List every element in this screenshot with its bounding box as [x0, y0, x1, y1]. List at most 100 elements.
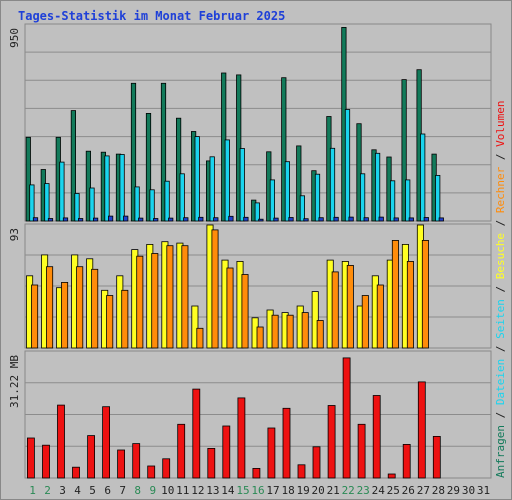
bar-rechner-day-19 — [301, 312, 309, 349]
bar-rechner-day-3 — [61, 281, 69, 349]
bar-seiten-day-14 — [228, 215, 234, 222]
bar-seiten-day-20 — [318, 217, 324, 222]
bar-seiten-day-13 — [213, 217, 219, 222]
bar-volumen-day-21 — [327, 405, 336, 479]
day-label-3: 3 — [59, 484, 66, 497]
bar-seiten-day-12 — [198, 216, 204, 222]
bar-volumen-day-26 — [402, 443, 411, 479]
bar-dateien-day-24 — [374, 152, 381, 222]
bar-dateien-day-26 — [405, 179, 411, 222]
legend-rechner: Rechner — [494, 166, 507, 219]
visits-y-max-label: 93 — [8, 228, 21, 241]
day-label-29: 29 — [447, 484, 460, 497]
legend-besuche: Besuche — [494, 233, 507, 286]
panel-volume: 31.22 MB — [8, 350, 492, 479]
bar-anfragen-day-9 — [145, 113, 152, 222]
bar-rechner-day-18 — [286, 314, 294, 349]
bar-rechner-day-9 — [151, 253, 159, 349]
bar-rechner-day-25 — [391, 239, 399, 349]
bar-rechner-day-2 — [46, 266, 54, 349]
bar-anfragen-day-8 — [130, 82, 137, 222]
bar-anfragen-day-23 — [356, 123, 362, 222]
day-label-16: 16 — [251, 484, 264, 497]
bar-rechner-day-7 — [121, 289, 129, 349]
legend-separator: / — [494, 346, 507, 359]
legend-separator: / — [494, 153, 507, 166]
bar-volumen-day-18 — [282, 407, 291, 479]
bar-volumen-day-28 — [432, 435, 441, 479]
day-label-7: 7 — [119, 484, 126, 497]
bar-volumen-day-7 — [117, 449, 125, 479]
bar-dateien-day-17 — [269, 179, 276, 222]
bar-besuche-day-20 — [311, 291, 319, 349]
bar-volumen-day-2 — [42, 444, 50, 479]
bar-rechner-day-15 — [241, 274, 249, 349]
legend-separator: / — [494, 412, 507, 425]
bar-seiten-day-9 — [153, 218, 159, 222]
day-label-30: 30 — [462, 484, 475, 497]
bar-seiten-day-2 — [47, 218, 54, 222]
bar-dateien-day-11 — [179, 173, 185, 222]
bar-anfragen-day-5 — [85, 150, 91, 222]
panel-visits: 93 — [8, 223, 492, 349]
day-label-4: 4 — [74, 484, 81, 497]
day-label-11: 11 — [176, 484, 189, 497]
bar-seiten-day-19 — [303, 218, 309, 222]
bar-dateien-day-23 — [359, 173, 366, 222]
day-label-18: 18 — [281, 484, 294, 497]
bar-rechner-day-22 — [346, 264, 354, 349]
bar-dateien-day-21 — [329, 147, 336, 222]
bar-dateien-day-16 — [254, 202, 260, 222]
bar-volumen-day-12 — [192, 388, 201, 479]
bar-volumen-day-8 — [132, 443, 141, 479]
bar-seiten-day-22 — [348, 216, 354, 222]
bar-volumen-day-11 — [177, 423, 186, 479]
bar-seiten-day-1 — [32, 217, 39, 222]
bar-volumen-day-10 — [162, 458, 171, 479]
bar-volumen-day-9 — [147, 465, 156, 479]
bar-seiten-day-15 — [243, 216, 249, 222]
bar-volumen-day-14 — [222, 425, 231, 479]
bar-volumen-day-6 — [102, 406, 110, 479]
chart-title: Tages-Statistik im Monat Februar 2025 — [18, 9, 285, 23]
day-label-25: 25 — [387, 484, 400, 497]
bar-seiten-day-18 — [288, 217, 294, 222]
volume-y-max-label: 31.22 MB — [8, 355, 21, 408]
bar-dateien-day-19 — [299, 195, 306, 222]
panel-hits: 950 — [8, 23, 492, 222]
day-label-10: 10 — [161, 484, 174, 497]
bar-dateien-day-4 — [74, 193, 80, 222]
right-series-legend: Anfragen / Dateien / Seiten / Besuche / … — [494, 100, 507, 478]
bar-dateien-day-13 — [209, 156, 215, 222]
bar-seiten-day-23 — [363, 217, 369, 222]
day-label-28: 28 — [432, 484, 445, 497]
bar-dateien-day-5 — [89, 187, 95, 222]
bar-dateien-day-28 — [435, 174, 441, 222]
bar-rechner-day-21 — [331, 271, 339, 349]
bar-rechner-day-5 — [91, 268, 99, 349]
bar-volumen-day-17 — [267, 427, 276, 479]
bar-dateien-day-9 — [149, 189, 155, 222]
legend-separator: / — [494, 220, 507, 233]
legend-volumen: Volumen — [494, 100, 507, 153]
bar-volumen-day-3 — [57, 404, 65, 479]
bar-seiten-day-5 — [93, 217, 99, 222]
bar-dateien-day-6 — [104, 155, 110, 222]
bar-dateien-day-15 — [239, 148, 245, 222]
bar-dateien-day-1 — [29, 184, 35, 222]
bar-seiten-day-11 — [183, 217, 189, 222]
bar-rechner-day-8 — [136, 255, 144, 349]
legend-dateien: Dateien — [494, 359, 507, 412]
day-label-31: 31 — [477, 484, 490, 497]
legend-separator: / — [494, 286, 507, 299]
bar-dateien-day-14 — [224, 139, 230, 222]
bar-volumen-day-27 — [417, 381, 426, 479]
bar-anfragen-day-19 — [296, 145, 302, 222]
day-label-23: 23 — [357, 484, 370, 497]
bar-dateien-day-22 — [344, 109, 351, 222]
day-label-26: 26 — [402, 484, 415, 497]
bar-seiten-day-8 — [138, 217, 144, 222]
chart-panels: 950 93 31.22 MB — [8, 23, 492, 479]
day-label-15: 15 — [236, 484, 249, 497]
day-label-24: 24 — [372, 484, 386, 497]
